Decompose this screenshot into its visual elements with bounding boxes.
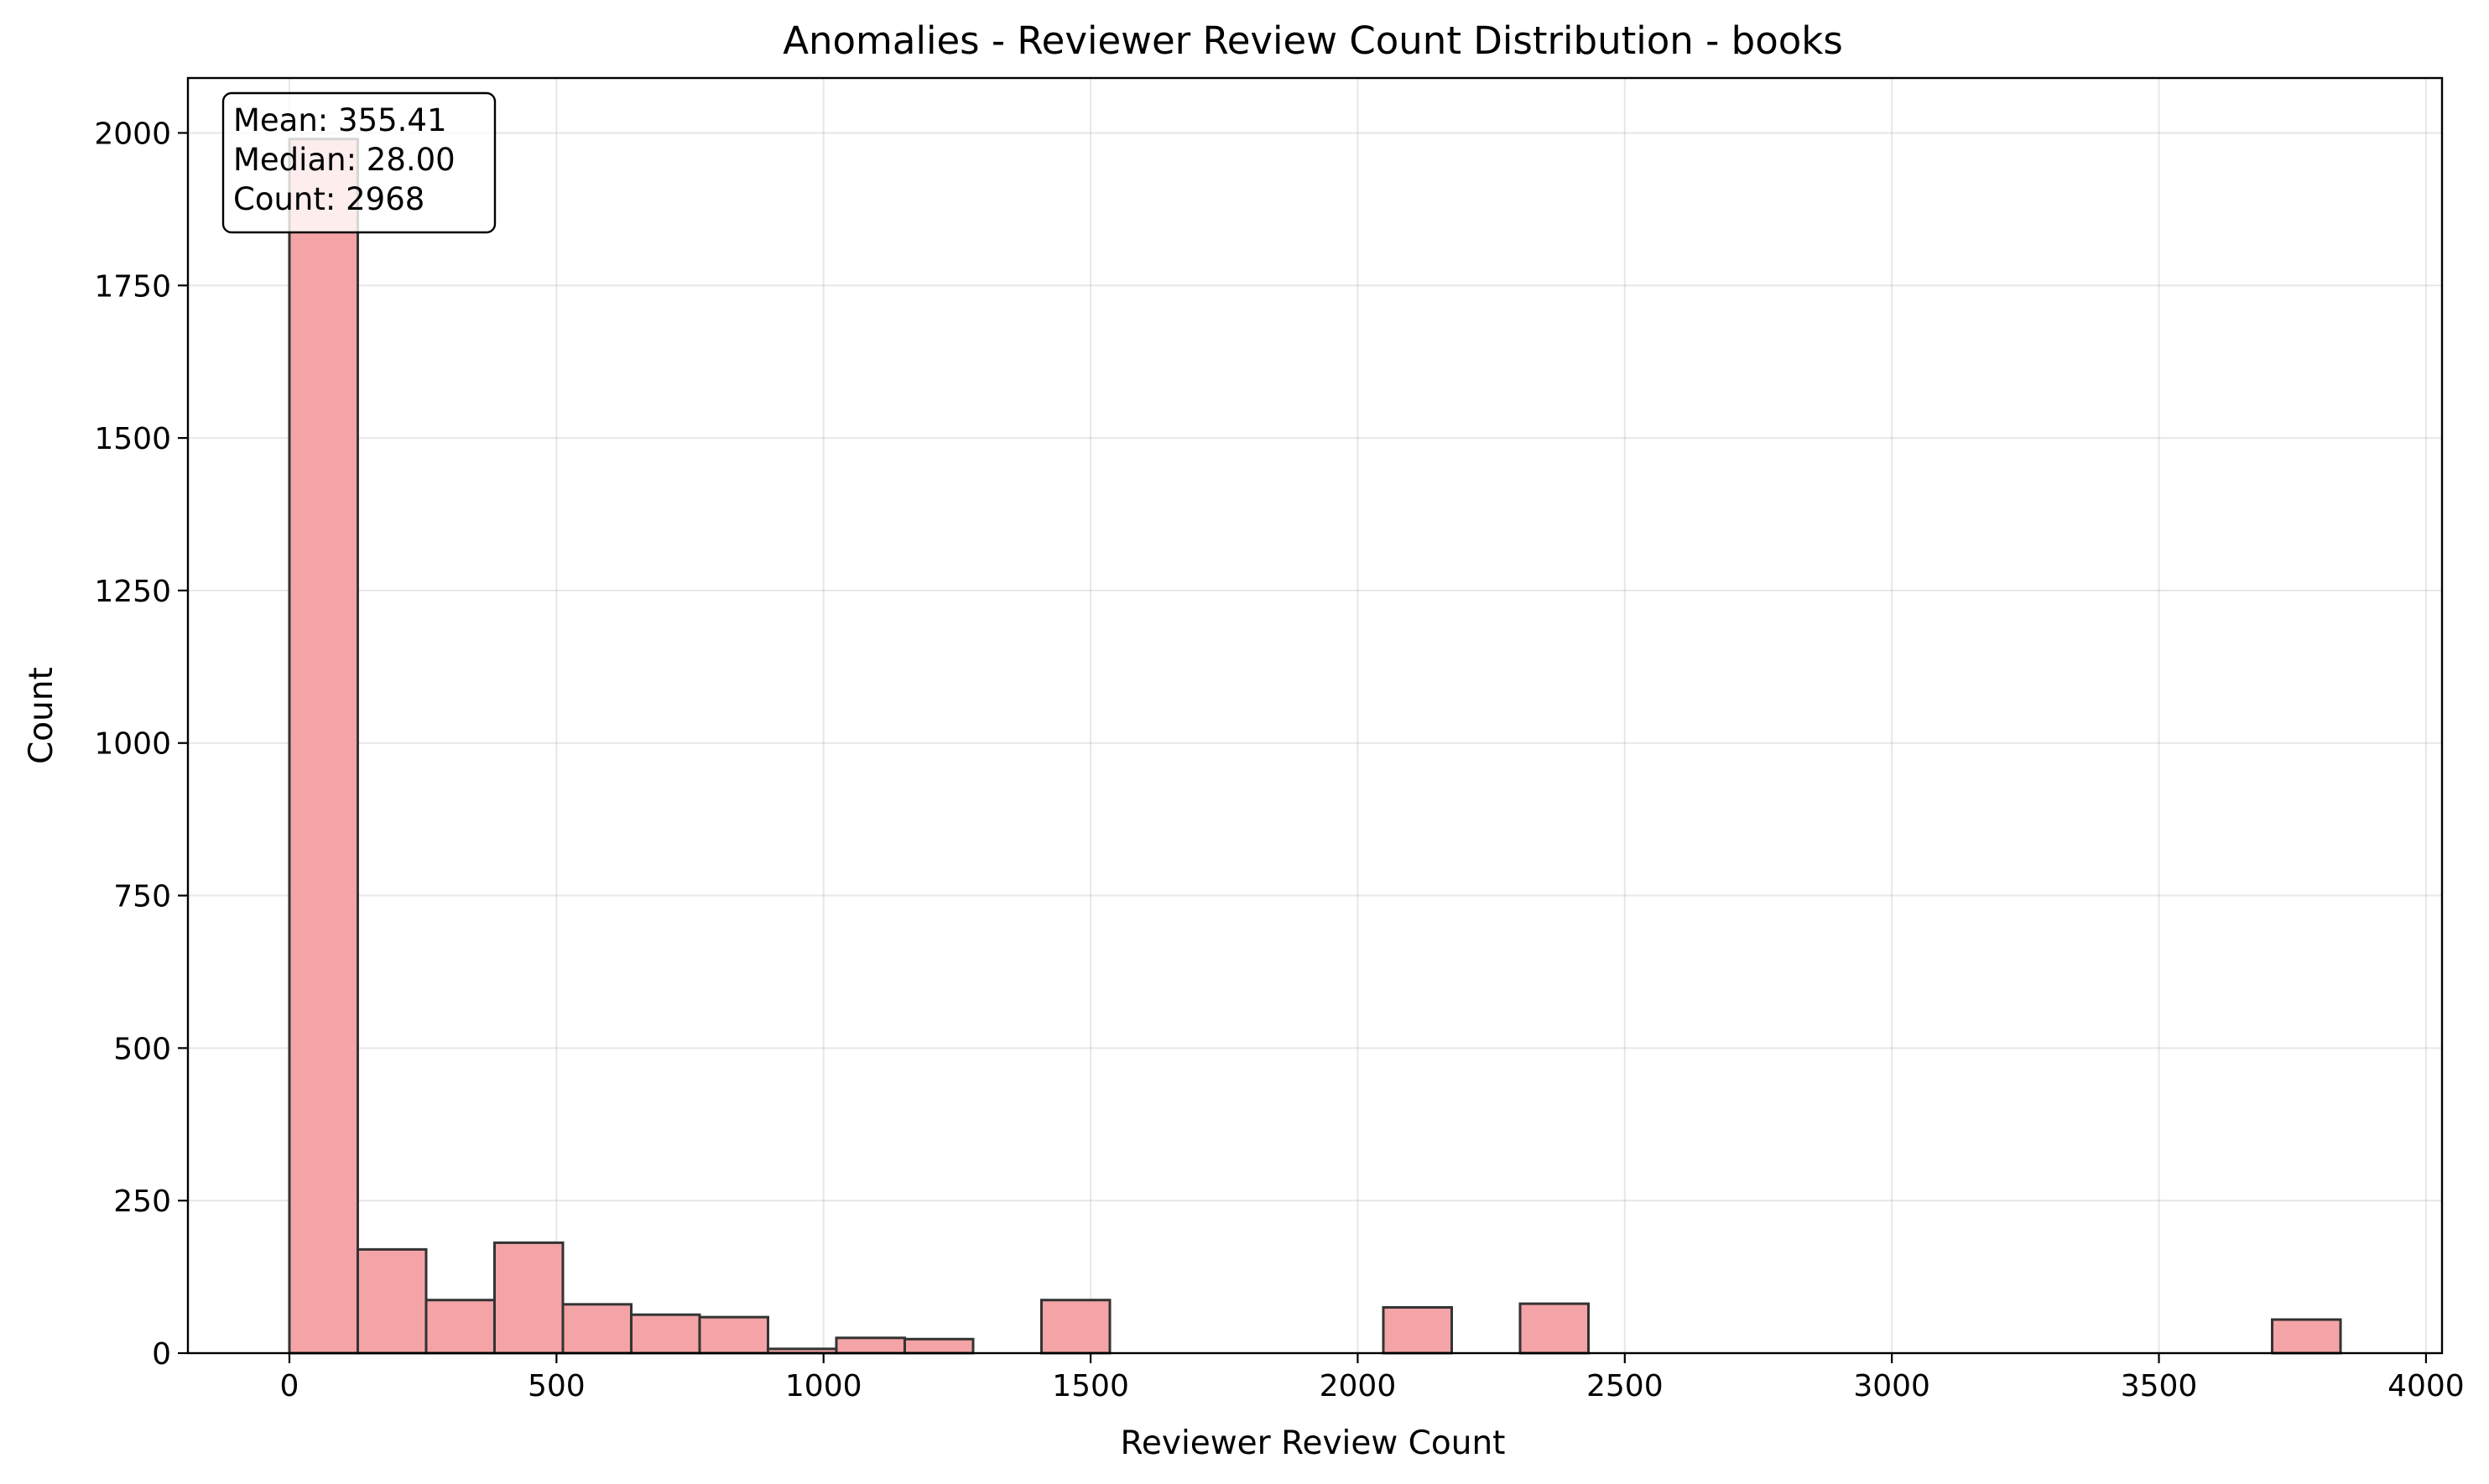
histogram-bar [492,1241,565,1355]
stats-box [221,91,497,234]
histogram-bar [1382,1305,1454,1355]
x-axis-label: Reviewer Review Count [1121,1424,1506,1462]
histogram-bar [629,1313,701,1355]
y-tick-label: 1500 [94,422,171,456]
histogram-bar [561,1303,633,1355]
histogram-bar [288,138,359,1355]
histogram-bar [1039,1299,1112,1355]
histogram-bar [356,1247,428,1355]
histogram-bar [1518,1302,1591,1355]
y-axis-ticks: 0 250 500 750 1000 1250 1500 1750 2000 [94,117,188,1372]
histogram-bar [698,1315,769,1355]
y-axis-label: Count [23,667,60,764]
histogram-bar [2271,1318,2342,1355]
histogram-bar [903,1337,975,1355]
histogram-bar [835,1336,906,1355]
x-tick-label: 2500 [1586,1369,1664,1403]
x-axis-ticks: 0 500 1000 1500 2000 2500 3000 3500 4000 [280,1353,2465,1403]
plot-frame [186,76,2444,1355]
x-tick-label: 3000 [1853,1369,1930,1403]
y-tick-label: 1750 [94,269,171,304]
y-tick-label: 0 [152,1337,171,1372]
chart-title: Anomalies - Reviewer Review Count Distri… [783,18,1843,63]
y-tick-label: 2000 [94,117,171,151]
histogram-bars [288,138,2342,1355]
x-tick-label: 3500 [2121,1369,2198,1403]
x-tick-label: 4000 [2387,1369,2465,1403]
y-tick-label: 250 [113,1185,171,1219]
stats-mean: Mean: 355.41 [233,102,447,138]
y-tick-label: 500 [113,1032,171,1066]
stats-count: Count: 2968 [233,181,424,217]
stats-annotation: Mean: 355.41 Median: 28.00 Count: 2968 [221,91,497,234]
x-tick-label: 2000 [1320,1369,1397,1403]
x-tick-label: 1000 [785,1369,862,1403]
x-tick-label: 500 [528,1369,586,1403]
x-tick-label: 1500 [1052,1369,1129,1403]
x-tick-label: 0 [280,1369,299,1403]
histogram-bar [424,1299,496,1355]
y-tick-label: 750 [113,880,171,914]
y-tick-label: 1250 [94,575,171,609]
stats-median: Median: 28.00 [233,142,456,178]
y-tick-label: 1000 [94,727,171,762]
